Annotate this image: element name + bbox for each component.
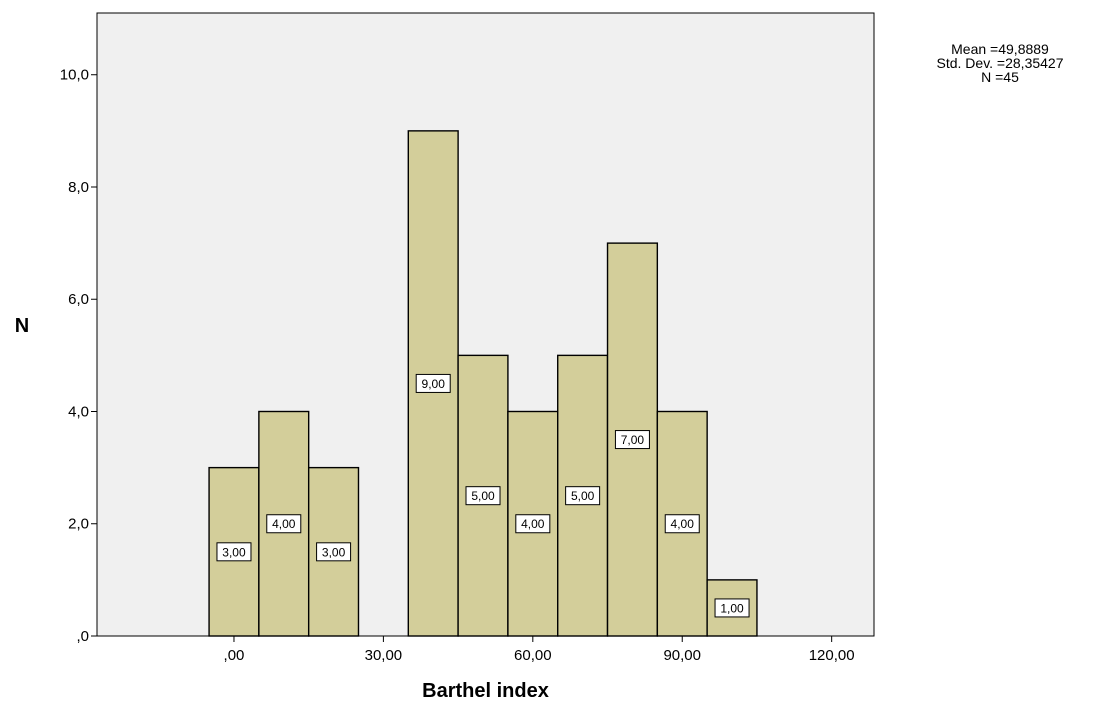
bar-value-label: 1,00 bbox=[720, 601, 744, 615]
bar-value-label: 3,00 bbox=[322, 545, 346, 559]
bar-value-label: 5,00 bbox=[471, 489, 495, 503]
x-tick-label: 60,00 bbox=[514, 647, 552, 664]
bar-label-box bbox=[415, 373, 451, 393]
x-tick-label: 90,00 bbox=[663, 647, 701, 664]
stats-n: N =45 bbox=[981, 69, 1019, 85]
bar-label-box bbox=[316, 542, 352, 562]
bar-value-label: 3,00 bbox=[222, 545, 246, 559]
y-tick-label: 2,0 bbox=[68, 516, 89, 533]
bar-value-label: 4,00 bbox=[671, 517, 695, 531]
bar-label-box bbox=[515, 514, 551, 534]
x-axis-title: Barthel index bbox=[422, 680, 549, 701]
stats-mean: Mean =49,8889 bbox=[951, 41, 1049, 57]
bar-label-box bbox=[465, 486, 501, 506]
y-tick-label: ,0 bbox=[76, 628, 89, 645]
y-axis-title: N bbox=[15, 315, 29, 337]
bar-value-label: 4,00 bbox=[521, 517, 545, 531]
x-tick-label: ,00 bbox=[224, 647, 245, 664]
bar-label-box bbox=[216, 542, 252, 562]
bar-value-label: 7,00 bbox=[621, 433, 645, 447]
bar-label-box bbox=[714, 598, 750, 618]
y-tick-label: 4,0 bbox=[68, 403, 89, 420]
bar-labels-group: 3,00 4,00 3,00 9,00 5,00 4,00 5,00 7,00 4,00 1,00 bbox=[216, 373, 750, 618]
x-axis: ,00 30,00 60,00 90,00 120,00 bbox=[224, 636, 855, 664]
bar-value-label: 5,00 bbox=[571, 489, 595, 503]
bar-value-label: 4,00 bbox=[272, 517, 296, 531]
bar-label-box bbox=[266, 514, 302, 534]
y-axis: ,0 2,0 4,0 6,0 8,0 10,0 bbox=[60, 67, 97, 645]
y-tick-label: 8,0 bbox=[68, 179, 89, 196]
bar-label-box bbox=[614, 430, 650, 450]
bar-label-box bbox=[565, 486, 601, 506]
stats-box: Mean =49,8889 Std. Dev. =28,35427 N =45 bbox=[905, 42, 1095, 84]
bar-value-label: 9,00 bbox=[422, 377, 446, 391]
y-tick-label: 10,0 bbox=[60, 67, 89, 84]
y-tick-label: 6,0 bbox=[68, 291, 89, 308]
stats-std-dev: Std. Dev. =28,35427 bbox=[936, 55, 1064, 71]
x-tick-label: 30,00 bbox=[365, 647, 403, 664]
x-tick-label: 120,00 bbox=[809, 647, 855, 664]
bar-label-box bbox=[664, 514, 700, 534]
